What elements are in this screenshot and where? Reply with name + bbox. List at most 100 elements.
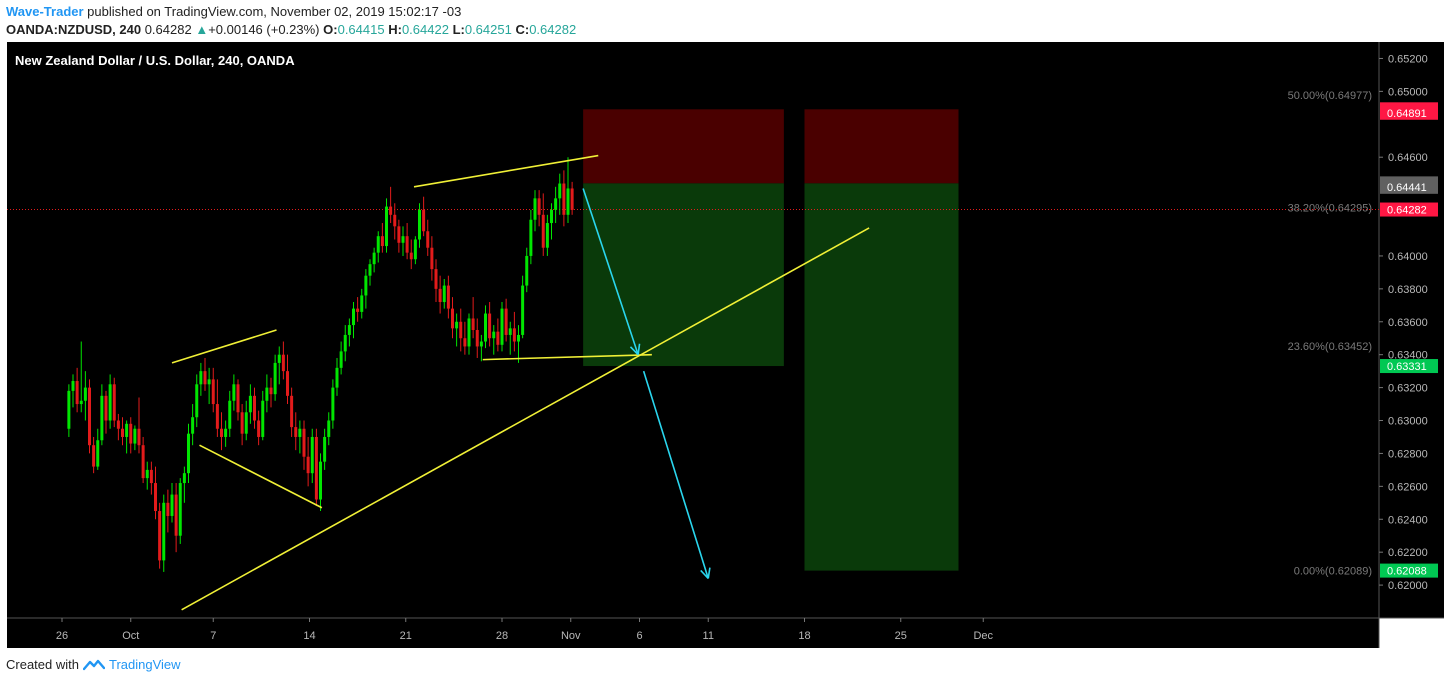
trendline <box>482 353 652 361</box>
candle-body <box>323 436 327 462</box>
candle-body <box>158 511 162 561</box>
candle-body <box>413 239 417 260</box>
candle-body <box>215 404 219 429</box>
candle-body <box>376 236 380 253</box>
candle-body <box>335 367 339 388</box>
candle-body <box>438 288 442 303</box>
high-label: H: <box>388 22 402 37</box>
y-tick-label: 0.62600 <box>1388 481 1428 493</box>
candle-body <box>426 231 430 248</box>
time-axis[interactable] <box>7 618 1379 648</box>
position-target-zone <box>804 183 959 571</box>
x-tick-label: 6 <box>636 630 642 642</box>
x-tick-label: Dec <box>973 630 993 642</box>
candle-body <box>409 252 413 260</box>
candle-body <box>112 384 116 421</box>
candle-body <box>352 308 355 326</box>
candle-body <box>529 219 533 256</box>
position-stop-zone <box>804 109 959 184</box>
price-axis[interactable] <box>1379 42 1444 618</box>
candle-body <box>405 236 409 253</box>
candle-body <box>129 423 133 444</box>
candle-body <box>570 188 574 210</box>
candle-body <box>327 420 331 437</box>
y-tick-label: 0.64000 <box>1388 251 1428 263</box>
tradingview-link[interactable]: TradingView <box>108 657 181 672</box>
position-stop-zone <box>583 109 784 184</box>
y-tick-label: 0.64600 <box>1388 152 1428 164</box>
last-price: 0.64282 <box>144 22 192 37</box>
price-tag <box>1380 563 1438 578</box>
candle-body <box>521 285 525 335</box>
candle-body <box>389 206 393 215</box>
candle-body <box>79 400 83 405</box>
candle-body <box>343 334 347 352</box>
candle-body <box>298 428 302 437</box>
price-tag <box>1380 179 1438 194</box>
candle-body <box>191 417 195 434</box>
candle-body <box>319 461 322 500</box>
candle-body <box>137 428 141 446</box>
low-value: 0.64251 <box>464 22 512 37</box>
candle-body <box>162 502 166 561</box>
candle-body <box>182 473 186 484</box>
candle-body <box>562 183 566 215</box>
candle-body <box>286 371 289 396</box>
footer: Created with TradingView <box>6 657 181 672</box>
candle-body <box>550 209 553 224</box>
y-tick-label: 0.63800 <box>1388 284 1428 296</box>
candle-body <box>133 428 137 444</box>
y-tick-label: 0.62800 <box>1388 448 1428 460</box>
candle-body <box>558 183 562 199</box>
candle-body <box>508 328 512 335</box>
candle-body <box>479 341 483 347</box>
candle-body <box>471 318 475 330</box>
candle-body <box>422 209 426 232</box>
candle-body <box>385 206 388 247</box>
x-tick-label: 14 <box>303 630 315 642</box>
price-tag <box>1380 359 1438 374</box>
candle-body <box>290 395 294 428</box>
candle-body <box>125 423 129 437</box>
candle-body <box>203 371 207 385</box>
candle-body <box>554 198 558 210</box>
candle-body <box>339 351 343 368</box>
candle-body <box>306 456 310 474</box>
publish-info: Wave-Trader published on TradingView.com… <box>6 4 461 19</box>
fib-level-label: 23.60%(0.63452) <box>1288 341 1372 353</box>
candle-body <box>261 400 265 437</box>
candle-body <box>475 330 479 347</box>
candle-body <box>149 469 153 484</box>
position-target-zone <box>583 183 784 367</box>
candle-body <box>195 384 199 418</box>
price-tag-label: 0.64891 <box>1387 108 1427 120</box>
candle-body <box>232 384 236 401</box>
y-tick-label: 0.62000 <box>1388 580 1428 592</box>
candle-body <box>207 379 211 385</box>
candle-body <box>281 354 285 372</box>
price-tag <box>1380 202 1438 217</box>
author-link[interactable]: Wave-Trader <box>6 4 84 19</box>
candle-body <box>265 387 269 401</box>
candle-body <box>100 395 104 441</box>
candle-body <box>442 285 446 303</box>
x-tick-label: 28 <box>496 630 508 642</box>
candle-body <box>116 420 120 429</box>
candle-body <box>397 226 401 243</box>
candle-body <box>257 420 261 437</box>
price-chart[interactable]: 50.00%(0.64977) 38.20%(0.64295) 23.60%(0.6… <box>0 42 1444 652</box>
candle-body <box>253 395 256 421</box>
candle-body <box>273 362 277 395</box>
candle-body <box>455 321 459 329</box>
x-tick-label: Oct <box>122 630 139 642</box>
symbol-name: OANDA:NZDUSD, 240 <box>6 22 142 37</box>
candle-body <box>178 483 182 536</box>
candle-body <box>434 269 438 289</box>
forecast-arrowhead <box>700 569 709 580</box>
open-value: 0.64415 <box>337 22 385 37</box>
fib-level-label: 50.00%(0.64977) <box>1288 90 1372 102</box>
high-value: 0.64422 <box>401 22 449 37</box>
trendline <box>199 444 323 509</box>
candle-body <box>220 428 223 437</box>
y-tick-label: 0.63600 <box>1388 317 1428 329</box>
